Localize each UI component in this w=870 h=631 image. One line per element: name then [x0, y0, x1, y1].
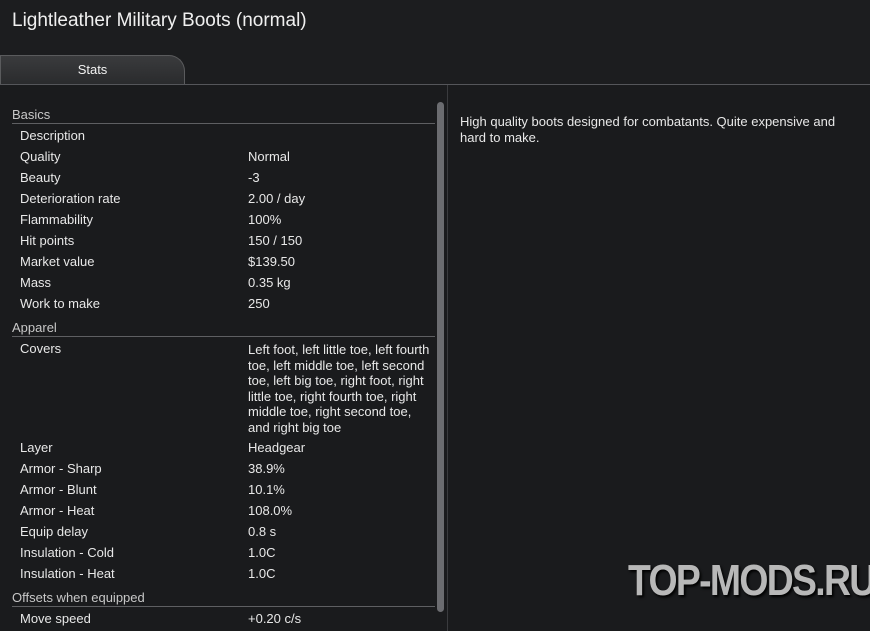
section-header: Offsets when equipped [12, 590, 145, 605]
scrollbar[interactable] [437, 102, 444, 612]
stat-value: -3 [248, 170, 260, 185]
section-rule [12, 336, 435, 337]
stat-value: 1.0C [248, 566, 276, 581]
stat-value: 1.0C [248, 545, 276, 560]
stat-label[interactable]: Quality [20, 149, 61, 164]
stat-label[interactable]: Flammability [20, 212, 93, 227]
stat-value: 10.1% [248, 482, 285, 497]
stat-label[interactable]: Hit points [20, 233, 75, 248]
stat-value: Left foot, left little toe, left fourth … [248, 342, 430, 435]
divider [447, 85, 448, 631]
stat-label[interactable]: Market value [20, 254, 95, 269]
stat-value: 0.35 kg [248, 275, 291, 290]
stat-value: 150 / 150 [248, 233, 303, 248]
stat-label[interactable]: Mass [20, 275, 52, 290]
stat-value: 2.00 / day [248, 191, 306, 206]
stat-value: 38.9% [248, 461, 285, 476]
stats-panel [0, 84, 870, 631]
stat-label[interactable]: Insulation - Heat [20, 566, 115, 581]
stat-label[interactable]: Insulation - Cold [20, 545, 114, 560]
stat-value: +0.20 c/s [248, 611, 302, 626]
stat-label[interactable]: Covers [20, 341, 62, 356]
section-rule [12, 606, 435, 607]
stat-label[interactable]: Armor - Sharp [20, 461, 102, 476]
stat-value: Headgear [248, 440, 306, 455]
stat-value: 108.0% [248, 503, 293, 518]
stat-label[interactable]: Work to make [20, 296, 100, 311]
section-header: Apparel [12, 320, 57, 335]
stat-label[interactable]: Armor - Heat [20, 503, 95, 518]
stat-label[interactable]: Deterioration rate [20, 191, 121, 206]
stat-value: Normal [248, 149, 290, 164]
stat-label[interactable]: Beauty [20, 170, 61, 185]
stat-value: 250 [248, 296, 270, 311]
stat-value: $139.50 [248, 254, 295, 269]
stat-label[interactable]: Armor - Blunt [20, 482, 97, 497]
stat-label[interactable]: Move speed [20, 611, 91, 626]
stat-label[interactable]: Layer [20, 440, 53, 455]
watermark: TOP-MODS.RU [628, 556, 870, 605]
stat-value: 0.8 s [248, 524, 277, 539]
stat-label[interactable]: Description [20, 128, 86, 143]
stat-label[interactable]: Equip delay [20, 524, 88, 539]
description-text: High quality boots designed for combatan… [460, 114, 836, 145]
section-header: Basics [12, 107, 51, 122]
section-rule [12, 123, 435, 124]
stat-value: 100% [248, 212, 282, 227]
window-title: Lightleather Military Boots (normal) [12, 10, 307, 31]
stats-tab[interactable]: Stats [0, 55, 185, 84]
